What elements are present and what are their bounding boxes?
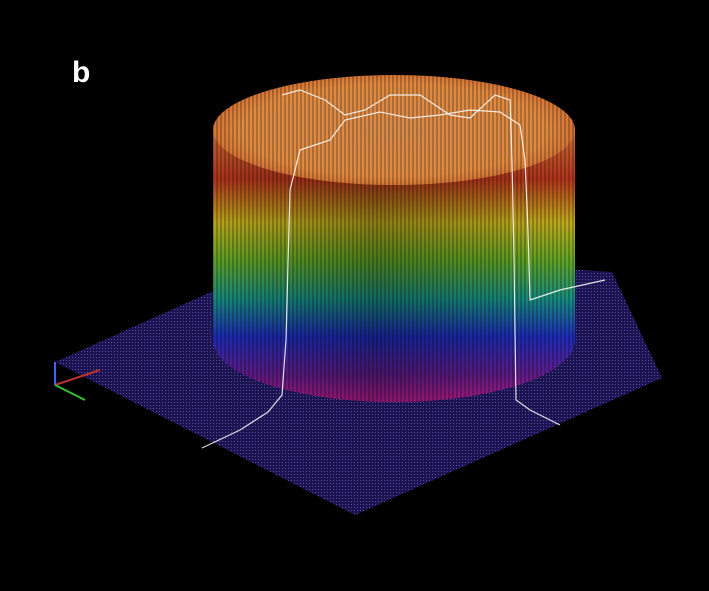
panel-label: b [72, 56, 90, 89]
profile-line [281, 89, 561, 426]
beam-mesh [213, 130, 575, 402]
axis [54, 384, 86, 401]
axis [54, 369, 101, 386]
beam-top-mesh [213, 75, 575, 185]
profile-line [201, 109, 606, 449]
